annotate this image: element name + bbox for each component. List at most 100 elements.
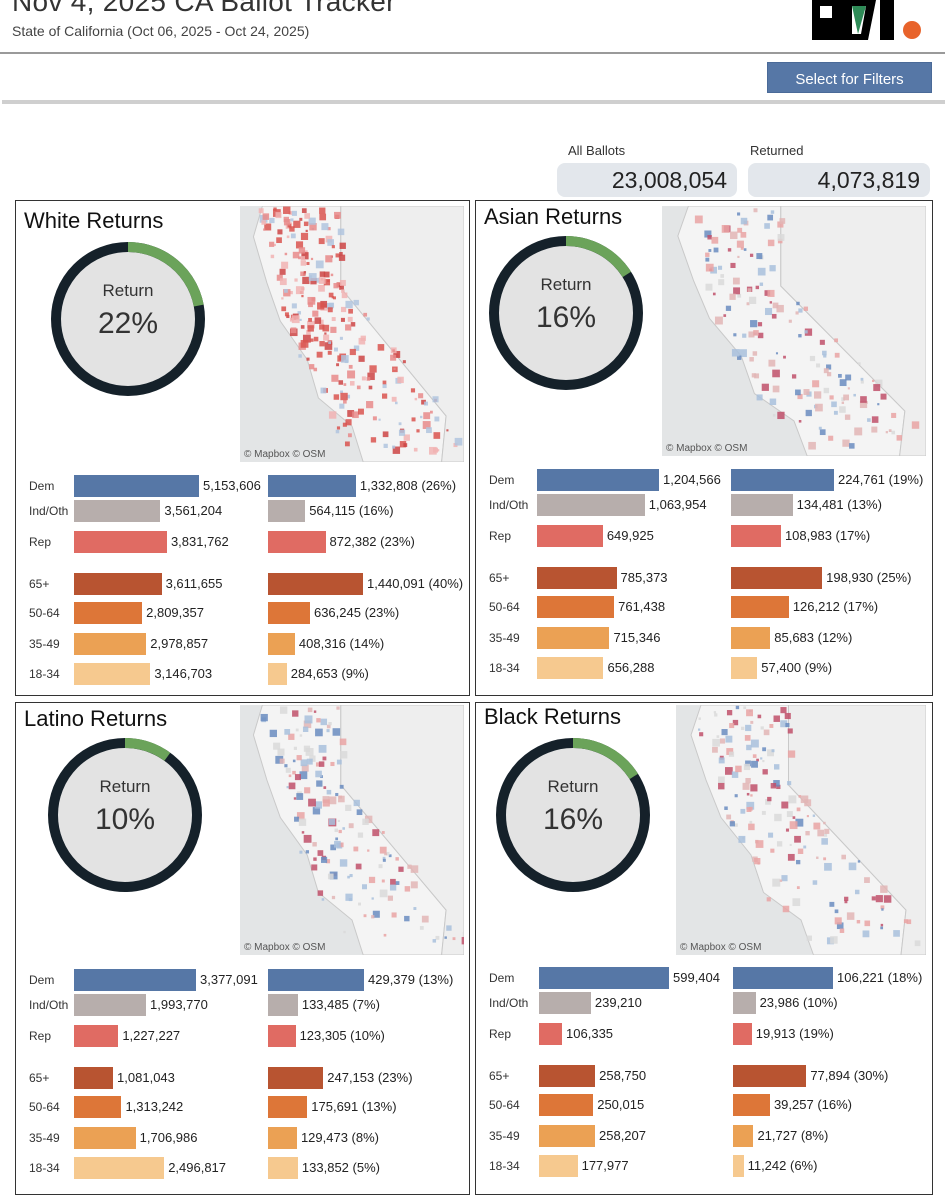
returned-value: 23,986 (10%) bbox=[759, 995, 838, 1010]
row-label: Ind/Oth bbox=[29, 504, 69, 518]
select-filters-button[interactable]: Select for Filters bbox=[767, 62, 932, 93]
return-donut-latino bbox=[48, 738, 202, 892]
row-label: Dem bbox=[489, 473, 515, 487]
returned-value: 133,485 (7%) bbox=[301, 997, 380, 1012]
row-label: 35-49 bbox=[29, 1131, 60, 1145]
row-label: 50-64 bbox=[29, 1100, 60, 1114]
total-bar bbox=[74, 1025, 119, 1047]
donut-return-arc bbox=[51, 242, 205, 396]
donut-return-arc bbox=[489, 236, 643, 390]
total-bar bbox=[539, 1094, 594, 1116]
total-value: 761,438 bbox=[618, 599, 666, 614]
row-label: 18-34 bbox=[489, 661, 520, 675]
returned-bar bbox=[268, 1127, 297, 1149]
row-label: 18-34 bbox=[489, 1159, 520, 1173]
donut-fill bbox=[57, 747, 193, 883]
total-bar bbox=[539, 1023, 563, 1045]
returned-bar bbox=[733, 1125, 754, 1147]
total-value: 5,153,606 bbox=[203, 478, 261, 493]
returned-value: 636,245 (23%) bbox=[313, 605, 400, 620]
panel-title-latino: Latino Returns bbox=[24, 706, 168, 731]
returned-bar bbox=[268, 1025, 296, 1047]
donut-label: Return bbox=[547, 777, 599, 796]
returned-value: 564,115 (16%) bbox=[309, 503, 394, 518]
total-bar bbox=[539, 1125, 595, 1147]
all-ballots-label: All Ballots bbox=[568, 143, 626, 158]
pdi-logo bbox=[812, 0, 921, 40]
donut-percent: 16% bbox=[542, 803, 604, 836]
map-latino[interactable]: © Mapbox © OSM bbox=[240, 705, 464, 955]
total-bar bbox=[74, 1127, 136, 1149]
returned-bar bbox=[731, 494, 793, 516]
row-label: 50-64 bbox=[29, 606, 60, 620]
returned-bar bbox=[268, 531, 326, 553]
total-value: 785,373 bbox=[620, 570, 668, 585]
row-label: Rep bbox=[29, 535, 52, 549]
panel-title-white: White Returns bbox=[24, 208, 164, 233]
row-label: 18-34 bbox=[29, 667, 60, 681]
california-map-shape bbox=[676, 705, 926, 955]
total-bar bbox=[539, 1065, 596, 1087]
total-value: 258,207 bbox=[599, 1128, 646, 1143]
total-value: 1,204,566 bbox=[663, 472, 721, 487]
total-bar bbox=[537, 469, 659, 491]
returned-bar bbox=[731, 567, 823, 589]
returned-bar bbox=[268, 633, 295, 655]
row-label: Rep bbox=[29, 1029, 52, 1043]
total-value: 258,750 bbox=[599, 1068, 647, 1083]
total-value: 3,611,655 bbox=[165, 576, 223, 591]
returned-value: 85,683 (12%) bbox=[774, 630, 853, 645]
total-bar bbox=[74, 1067, 114, 1089]
total-bar bbox=[74, 1157, 165, 1179]
returned-value: 106,221 (18%) bbox=[837, 970, 923, 985]
total-value: 1,993,770 bbox=[150, 997, 208, 1012]
total-bar bbox=[74, 475, 199, 497]
total-bar bbox=[74, 633, 147, 655]
returned-value: 284,653 (9%) bbox=[290, 666, 369, 681]
returned-bar bbox=[268, 1067, 324, 1089]
total-bar bbox=[537, 657, 604, 679]
donut-percent: 16% bbox=[535, 301, 597, 334]
total-value: 1,706,986 bbox=[139, 1130, 198, 1145]
total-value: 715,346 bbox=[613, 630, 661, 645]
returned-value: 129,473 (8%) bbox=[300, 1130, 379, 1145]
returned-value: 19,913 (19%) bbox=[755, 1026, 834, 1041]
returned-label: Returned bbox=[750, 143, 804, 158]
returned-bar bbox=[268, 475, 356, 497]
total-bar bbox=[539, 1155, 578, 1177]
map-black[interactable]: © Mapbox © OSM bbox=[676, 705, 926, 955]
donut-label: Return bbox=[99, 777, 151, 796]
donut-label: Return bbox=[540, 275, 592, 294]
total-value: 2,496,817 bbox=[168, 1160, 227, 1175]
total-bar bbox=[539, 967, 669, 989]
returned-value: 21,727 (8%) bbox=[757, 1128, 829, 1143]
panel-title-black: Black Returns bbox=[484, 704, 621, 729]
total-value: 2,809,357 bbox=[146, 605, 204, 620]
total-value: 599,404 bbox=[673, 970, 720, 985]
map-white[interactable]: © Mapbox © OSM bbox=[240, 206, 464, 462]
row-label: Ind/Oth bbox=[489, 996, 529, 1010]
page-subtitle: State of California (Oct 06, 2025 - Oct … bbox=[12, 23, 310, 39]
returned-bar bbox=[731, 627, 771, 649]
donut-percent: 10% bbox=[94, 803, 156, 836]
row-label: 35-49 bbox=[489, 631, 520, 645]
returned-value: 126,212 (17%) bbox=[792, 599, 879, 614]
returned-value: 134,481 (13%) bbox=[796, 497, 882, 512]
row-label: 65+ bbox=[489, 571, 510, 585]
donut-fill bbox=[60, 251, 196, 387]
map-asian[interactable]: © Mapbox © OSM bbox=[662, 206, 926, 456]
returned-bar bbox=[731, 469, 834, 491]
row-label: 65+ bbox=[29, 577, 50, 591]
row-label: Ind/Oth bbox=[489, 498, 529, 512]
returned-value: 429,379 (13%) bbox=[368, 972, 454, 987]
total-value: 1,227,227 bbox=[122, 1028, 181, 1043]
california-map-shape bbox=[240, 206, 464, 462]
total-value: 1,081,043 bbox=[117, 1070, 175, 1085]
returned-bar bbox=[733, 967, 833, 989]
return-donut-white bbox=[51, 242, 205, 396]
total-bar bbox=[74, 602, 143, 624]
donut-percent: 22% bbox=[97, 307, 159, 340]
all-ballots-value: 23,008,054 bbox=[557, 163, 737, 197]
total-bar bbox=[537, 596, 615, 618]
returned-value: 39,257 (16%) bbox=[773, 1097, 853, 1112]
